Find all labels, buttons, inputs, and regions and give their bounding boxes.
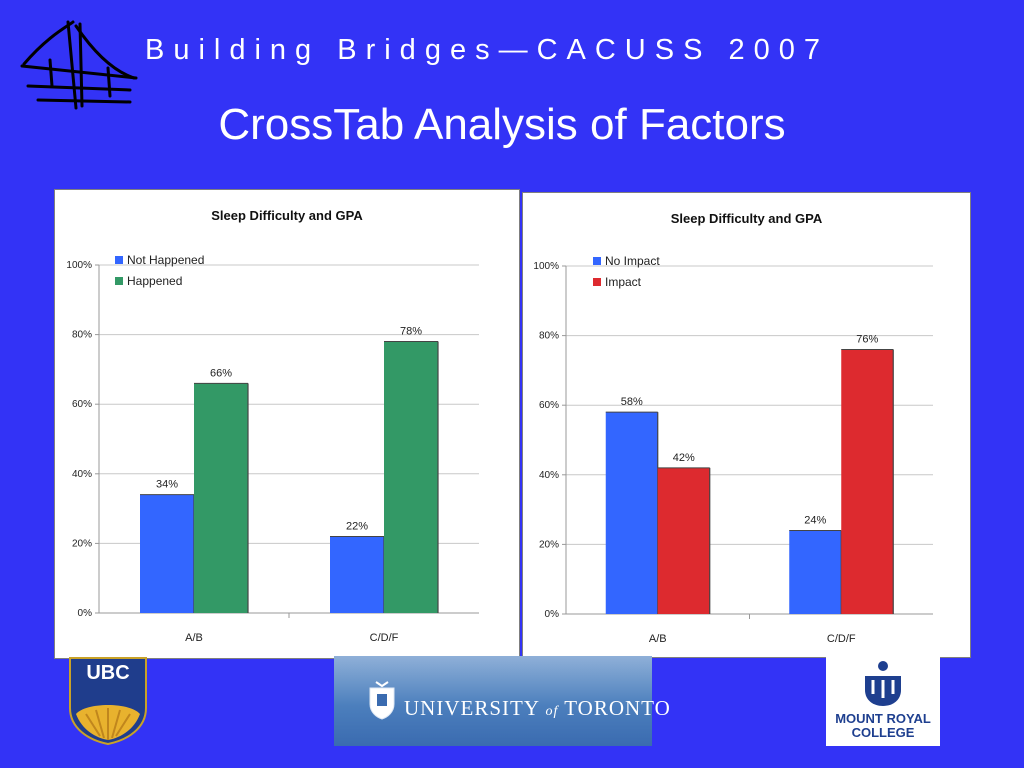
data-label: 22%: [346, 520, 368, 532]
legend-label: No Impact: [605, 254, 660, 268]
mount-royal-college-logo: MOUNT ROYAL COLLEGE: [826, 656, 940, 746]
data-label: 58%: [621, 396, 643, 408]
legend-label: Happened: [127, 274, 182, 288]
toronto-crest-icon: [369, 681, 395, 720]
data-label: 42%: [673, 452, 695, 464]
bar-not-happened: [140, 494, 194, 613]
data-label: 76%: [856, 334, 878, 346]
bar-not-happened: [330, 536, 384, 613]
chart-panel-left: Sleep Difficulty and GPA 0% 20% 40% 60% 80% 10…: [54, 189, 520, 659]
y-tick-label: 40%: [539, 470, 559, 481]
y-tick-label: 100%: [66, 260, 92, 271]
toronto-wordmark: UNIVERSITY of TORONTO: [404, 696, 671, 721]
data-label: 66%: [210, 367, 232, 379]
bar-no-impact: [789, 530, 842, 614]
ubc-shield-icon: [69, 657, 147, 746]
y-tick-label: 20%: [72, 538, 92, 549]
data-label: 34%: [156, 479, 178, 491]
x-category-label: A/B: [185, 632, 203, 644]
y-tick-label: 0%: [78, 608, 93, 619]
x-category-label: A/B: [649, 633, 667, 645]
legend-swatch: [115, 277, 123, 285]
chart-panel-right: Sleep Difficulty and GPA 0% 20% 40% 60% 80% 10…: [522, 192, 971, 658]
chart-title: Sleep Difficulty and GPA: [671, 211, 823, 226]
bar-chart-no-impact-impact: Sleep Difficulty and GPA 0% 20% 40% 60% 80% 10…: [533, 211, 933, 645]
data-label: 24%: [804, 514, 826, 526]
university-of-toronto-logo: UNIVERSITY of TORONTO: [334, 656, 670, 746]
data-label: 78%: [400, 326, 422, 338]
y-tick-label: 20%: [539, 539, 559, 550]
x-category-label: C/D/F: [370, 632, 399, 644]
series-title: Building Bridges—CACUSS 2007: [145, 34, 829, 66]
y-tick-label: 0%: [545, 609, 560, 620]
y-tick-label: 60%: [72, 399, 92, 410]
y-tick-label: 100%: [533, 261, 559, 272]
bridge-logo-icon: [20, 20, 138, 110]
toronto-word-of: of: [545, 704, 559, 719]
mount-royal-text: MOUNT ROYAL COLLEGE: [826, 712, 940, 740]
y-tick-label: 80%: [539, 331, 559, 342]
bar-impact: [657, 467, 710, 614]
legend-swatch: [593, 278, 601, 286]
toronto-word-university: UNIVERSITY: [404, 696, 540, 720]
slide-title: CrossTab Analysis of Factors: [218, 100, 786, 149]
mount-royal-line2: COLLEGE: [851, 725, 915, 740]
toronto-word-toronto: TORONTO: [564, 696, 671, 720]
chart-title: Sleep Difficulty and GPA: [211, 208, 363, 223]
legend-swatch: [115, 256, 123, 264]
bar-chart-not-happened-happened: Sleep Difficulty and GPA 0% 20% 40% 60% 80% 10…: [66, 208, 479, 644]
bar-impact: [841, 349, 894, 614]
ubc-logo: UBC: [66, 656, 150, 746]
y-tick-label: 60%: [539, 400, 559, 411]
x-category-label: C/D/F: [827, 633, 856, 645]
bar-no-impact: [605, 412, 658, 614]
legend-label: Not Happened: [127, 253, 204, 267]
mount-royal-emblem-icon: [865, 661, 901, 706]
y-tick-label: 40%: [72, 469, 92, 480]
y-tick-label: 80%: [72, 330, 92, 341]
legend-swatch: [593, 257, 601, 265]
ubc-logo-text: UBC: [86, 662, 130, 684]
bar-happened: [384, 341, 438, 613]
legend-label: Impact: [605, 275, 642, 289]
bar-happened: [194, 383, 248, 613]
mount-royal-line1: MOUNT ROYAL: [835, 711, 931, 726]
